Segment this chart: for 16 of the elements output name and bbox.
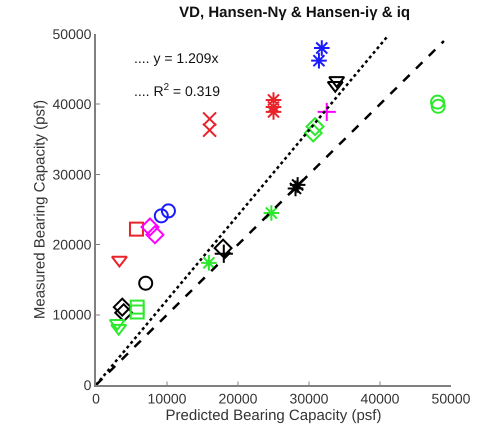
annotation: .... R$^{2}$ = 0.319	[134, 82, 220, 99]
y-axis-title: Measured Bearing Capacity (psf)	[31, 100, 48, 320]
chart-title: VD, Hansen-Nγ & Hansen-iγ & iq	[179, 4, 410, 22]
y-tick-label: 30000	[52, 166, 92, 182]
x-tick-label: 10000	[148, 390, 187, 407]
y-tick-label: 10000	[52, 306, 92, 323]
y-tick-label: 40000	[52, 96, 92, 112]
y-tick-label: 0	[84, 376, 92, 393]
x-tick-label: 30000	[290, 390, 329, 407]
y-tick-label: 20000	[52, 236, 92, 252]
x-tick-label: 40000	[360, 390, 400, 407]
y-tick-label: 50000	[52, 26, 92, 42]
annotation: .... y = 1.209x	[134, 50, 218, 66]
x-tick-label: 50000	[432, 390, 471, 407]
x-tick-label: 20000	[218, 390, 258, 407]
x-axis-title: Predicted Bearing Capacity (psf)	[166, 407, 382, 424]
